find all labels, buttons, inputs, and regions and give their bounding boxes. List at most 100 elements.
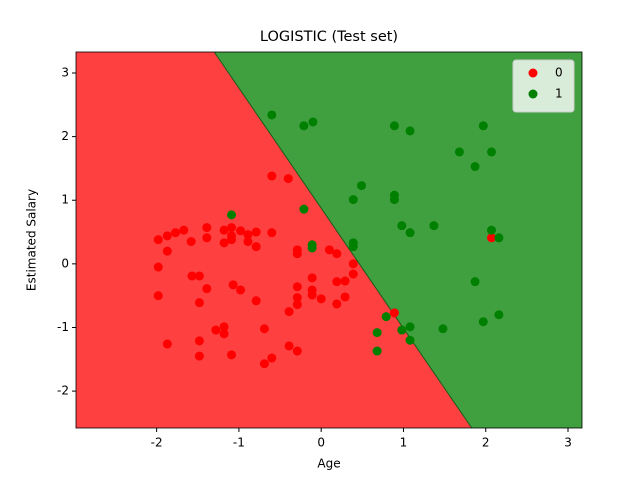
point [348, 242, 358, 252]
point [284, 341, 294, 351]
y-tick-label: 1 [61, 193, 69, 207]
point [219, 322, 229, 332]
x-tick-label: -1 [233, 436, 245, 450]
point [381, 312, 391, 322]
point [486, 147, 496, 157]
point [227, 223, 237, 233]
point [202, 223, 212, 233]
point [405, 335, 415, 345]
point [162, 339, 172, 349]
y-tick-label: -1 [57, 320, 69, 334]
legend-label: 0 [555, 66, 563, 80]
point [194, 271, 204, 281]
y-tick-label: 2 [61, 129, 69, 143]
point [340, 276, 350, 286]
point [292, 249, 302, 259]
point [486, 225, 496, 235]
point [236, 285, 246, 295]
point [486, 233, 496, 243]
point [194, 298, 204, 308]
point [405, 228, 415, 238]
point [259, 324, 269, 334]
point [292, 346, 302, 356]
x-tick-label: 2 [482, 436, 490, 450]
point [251, 227, 261, 237]
legend-marker [528, 89, 538, 99]
region-0 [76, 52, 472, 428]
point [372, 328, 382, 338]
point [243, 237, 253, 247]
point [227, 350, 237, 360]
point [389, 195, 399, 205]
point [429, 221, 439, 231]
point [470, 162, 480, 172]
point [251, 296, 261, 306]
point [389, 308, 399, 318]
point [251, 242, 261, 252]
region-1 [214, 52, 582, 428]
point [284, 307, 294, 317]
point [405, 126, 415, 136]
point [332, 249, 342, 259]
point [228, 280, 238, 290]
point [348, 195, 358, 205]
point [267, 353, 277, 363]
point [211, 325, 221, 335]
point [299, 121, 309, 131]
point [389, 121, 399, 131]
boundary-line [213, 51, 473, 429]
legend-label: 1 [555, 87, 563, 101]
point [478, 121, 488, 131]
point [324, 245, 334, 255]
x-axis-label: Age [317, 457, 340, 471]
point [153, 262, 163, 272]
point [405, 322, 415, 332]
point [219, 225, 229, 235]
point [267, 228, 277, 238]
y-tick-label: 3 [61, 65, 69, 79]
point [227, 235, 237, 245]
y-tick-label: -2 [57, 384, 69, 398]
point [372, 346, 382, 356]
point [316, 294, 326, 304]
point [194, 351, 204, 361]
point [494, 233, 504, 243]
point [494, 310, 504, 320]
point [227, 210, 237, 220]
point [332, 299, 342, 309]
point [292, 282, 302, 292]
point [356, 181, 366, 191]
point [243, 230, 253, 240]
x-tick-label: 0 [317, 436, 325, 450]
chart-title: LOGISTIC (Test set) [260, 29, 398, 45]
point [292, 300, 302, 310]
x-tick-label: -2 [151, 436, 163, 450]
point [171, 228, 181, 238]
x-tick-label: 3 [564, 436, 572, 450]
point [299, 204, 309, 214]
point [308, 117, 318, 127]
point [259, 359, 269, 369]
point [348, 269, 358, 279]
point [332, 277, 342, 287]
point [236, 226, 246, 236]
point [307, 243, 317, 253]
point [179, 225, 189, 235]
point [397, 221, 407, 231]
legend-marker [528, 68, 538, 78]
point [162, 231, 172, 241]
point [202, 284, 212, 294]
point [186, 237, 196, 247]
point [470, 277, 480, 287]
point [283, 174, 293, 184]
y-axis-label: Estimated Salary [25, 189, 39, 291]
y-tick-label: 0 [61, 256, 69, 270]
point [153, 235, 163, 245]
point [454, 147, 464, 157]
point [348, 259, 358, 269]
point [292, 293, 302, 303]
point [307, 273, 317, 283]
point [267, 110, 277, 120]
point [162, 246, 172, 256]
